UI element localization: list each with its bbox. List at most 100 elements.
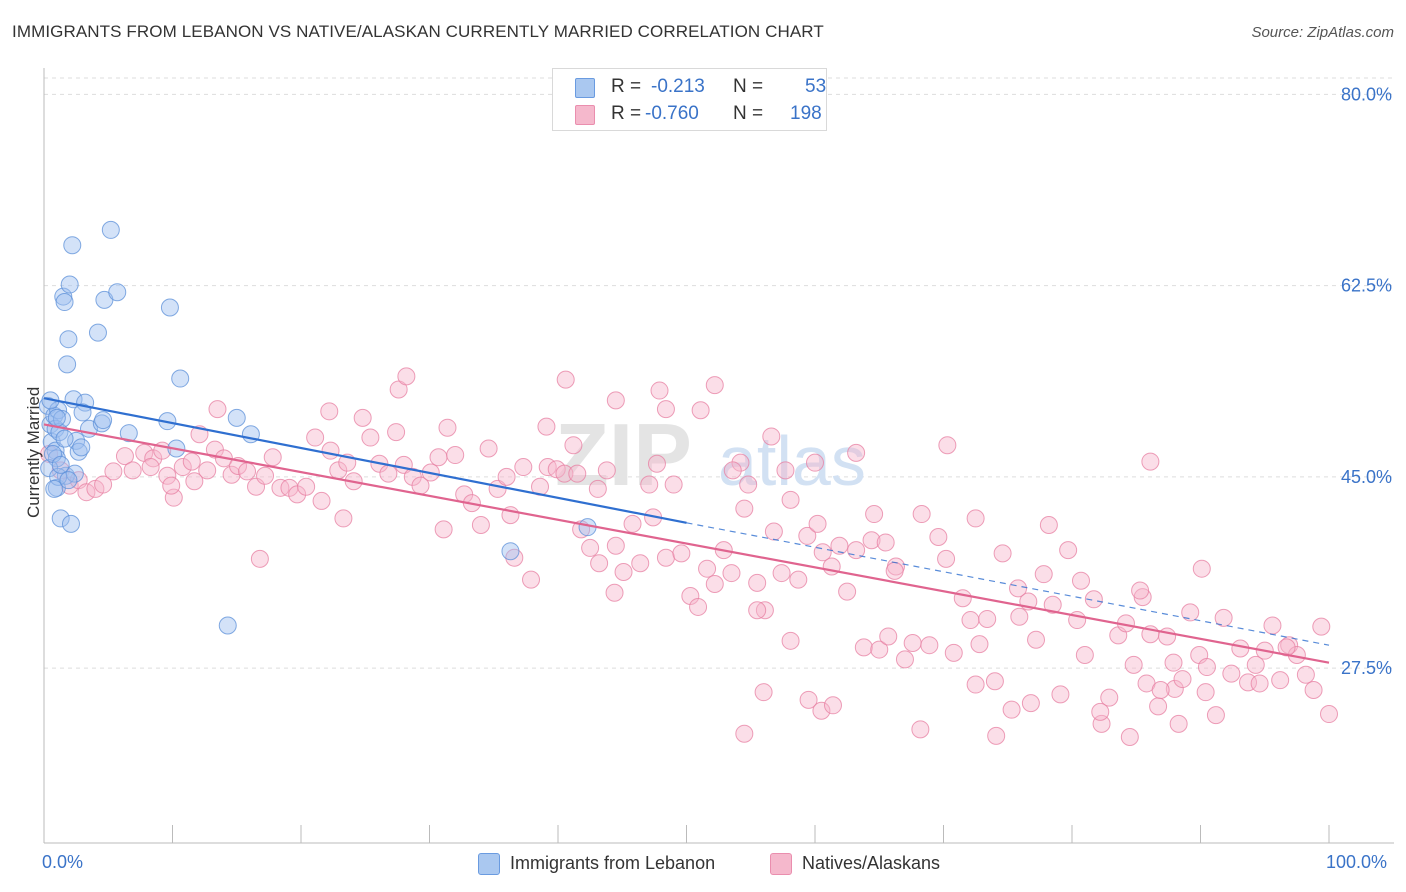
natives-point [912,505,931,524]
natives-point [1263,616,1282,635]
natives-point [1149,697,1168,716]
natives-point [823,696,842,715]
natives-point [966,675,985,694]
lebanon-point [51,509,70,528]
natives-point [664,475,683,494]
x-tick-left: 0.0% [42,852,84,872]
natives-point [1075,646,1094,665]
stats-legend: R = -0.213 N = 53 R = -0.760 N = 198 [552,68,827,131]
lebanon-point [59,471,78,490]
axes [43,68,1394,844]
natives-point [162,476,181,495]
natives-point [847,443,866,462]
natives-point [985,672,1004,691]
natives-point [1100,688,1119,707]
natives-point [1165,679,1184,698]
natives-point [1120,727,1139,746]
bottom-legend-label-lebanon: Immigrants from Lebanon [510,853,716,873]
natives-point [830,536,849,555]
y-axis-label: Currently Married [24,386,43,518]
natives-point [656,548,675,567]
natives-point [438,418,457,437]
natives-point [104,462,123,481]
natives-point [1039,515,1058,534]
natives-point [182,452,201,471]
natives-point [1021,694,1040,713]
natives-point [590,554,609,573]
natives-point [588,479,607,498]
natives-point [970,635,989,654]
natives-point [966,509,985,528]
natives-point [1071,571,1090,590]
natives-point [698,559,717,578]
natives-point [944,643,963,662]
legend-r-value: -0.760 [645,103,699,124]
natives-point [1206,706,1225,725]
natives-point [808,514,827,533]
natives-point [978,609,997,628]
natives-point [1084,590,1103,609]
natives-point [256,466,275,485]
lebanon-point [55,429,74,448]
natives-point [312,491,331,510]
natives-point [689,597,708,616]
natives-trend-line [43,423,1330,664]
natives-point [705,574,724,593]
natives-point [1141,452,1160,471]
natives-point [781,631,800,650]
natives-point [961,611,980,630]
natives-point [1222,664,1241,683]
natives-point [522,570,541,589]
lebanon-point [119,424,138,443]
natives-point [94,475,113,494]
legend-swatch-natives [575,105,595,125]
natives-point [754,683,773,702]
natives-point [1196,683,1215,702]
lebanon-point [72,438,91,457]
natives-point [735,724,754,743]
natives-point [556,370,575,389]
x-tick-right: 100.0% [1326,852,1388,872]
lebanon-point [160,298,179,317]
y-tick-label: 27.5% [1341,658,1392,678]
lebanon-point [73,403,92,422]
bottom-legend-label-natives: Natives/Alaskans [802,853,941,873]
natives-point [479,439,498,458]
natives-point [1231,639,1250,658]
natives-point [895,650,914,669]
natives-point [141,458,160,477]
natives-point [1320,705,1338,724]
natives-point [1280,636,1299,655]
natives-point [755,601,774,620]
legend-swatch-lebanon [575,78,595,98]
natives-point [1239,673,1258,692]
lebanon-point [108,283,127,302]
natives-point [434,520,453,539]
natives-point [672,544,691,563]
natives-point [387,423,406,442]
natives-point [987,726,1006,745]
natives-point [1002,700,1021,719]
natives-point [263,448,282,467]
lebanon-point [55,293,74,312]
natives-point [920,636,939,655]
natives-point [597,461,616,480]
natives-point [1043,595,1062,614]
natives-point [1197,658,1216,677]
lebanon-trend-line [43,397,687,524]
natives-point [1169,714,1188,733]
natives-point [993,544,1012,563]
lebanon-points [38,220,597,635]
lebanon-point [94,411,113,430]
natives-point [1271,671,1290,690]
lebanon-point [60,275,79,294]
natives-point [1034,565,1053,584]
natives-point [361,428,380,447]
lebanon-point [88,323,107,342]
natives-point [1214,608,1233,627]
natives-point [903,634,922,653]
natives-point [1010,607,1029,626]
natives-point [1250,674,1269,693]
natives-point [799,690,818,709]
